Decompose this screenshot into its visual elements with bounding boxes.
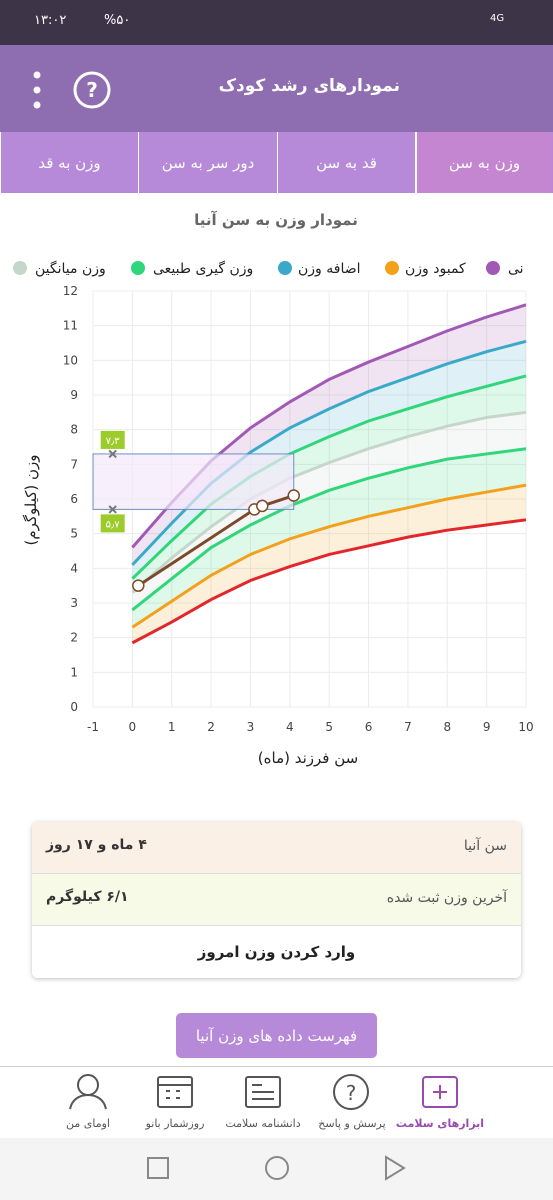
x-axis-label: سن فرزند (ماه) bbox=[258, 749, 358, 767]
battery: %۵۰ bbox=[104, 13, 131, 28]
system-nav bbox=[0, 1138, 553, 1200]
legend-swatch bbox=[486, 261, 500, 275]
recent-button[interactable] bbox=[147, 1157, 169, 1179]
range-label: ۷٫۳ bbox=[106, 436, 121, 447]
x-tick-label: 0 bbox=[129, 720, 137, 734]
child-point bbox=[132, 579, 145, 592]
tab[interactable]: قد به سن bbox=[277, 132, 415, 193]
info-row: سن آنیا ۴ ماه و ۱۷ روز bbox=[32, 822, 521, 874]
y-tick-label: 6 bbox=[70, 492, 78, 506]
nav-item[interactable]: روزشمار بانو bbox=[145, 1117, 205, 1130]
x-tick-label: 2 bbox=[207, 720, 215, 734]
chart: نمودار وزن به سن آنیا سن فرزند (ماه) وزن… bbox=[13, 211, 534, 767]
band bbox=[132, 412, 526, 610]
line-series bbox=[131, 410, 527, 594]
line-series bbox=[131, 447, 527, 612]
band bbox=[132, 341, 526, 579]
y-axis-label: وزن (کیلوگرم) bbox=[22, 454, 40, 545]
tab[interactable]: وزن به سن bbox=[415, 132, 552, 193]
legend-swatch bbox=[385, 261, 399, 275]
legend-label: وزن میانگین bbox=[35, 260, 106, 277]
app-bar: نمودارهای رشد کودک ? bbox=[0, 45, 553, 132]
y-tick-label: 0 bbox=[70, 700, 78, 714]
y-tick-label: 3 bbox=[70, 596, 78, 610]
app-actions[interactable]: ? bbox=[20, 65, 130, 115]
line-series bbox=[131, 518, 527, 645]
legend-swatch bbox=[278, 261, 292, 275]
x-tick-label: 4 bbox=[286, 720, 294, 734]
back-button[interactable] bbox=[385, 1155, 406, 1181]
tab-bar: وزن به سن قد به سن دور سر به سن وزن به ق… bbox=[0, 132, 553, 193]
y-tick-label: 11 bbox=[63, 319, 78, 333]
info-value: ۴ ماه و ۱۷ روز bbox=[46, 837, 147, 853]
legend-label: کمبود وزن bbox=[405, 261, 466, 277]
line-series bbox=[131, 483, 527, 629]
y-tick-label: 4 bbox=[70, 561, 78, 575]
y-tick-label: 1 bbox=[70, 665, 78, 679]
y-tick-label: 2 bbox=[70, 631, 78, 645]
network: 4G bbox=[490, 13, 505, 24]
legend-label: نی bbox=[508, 261, 524, 277]
nav-item[interactable]: دانشنامه سلامت bbox=[225, 1117, 301, 1130]
y-tick-label: 8 bbox=[70, 423, 78, 437]
bottom-nav: ? ابزارهای سلامت پرسش و پاسخ دانشنامه سل… bbox=[0, 1066, 553, 1139]
x-tick-label: 3 bbox=[247, 720, 255, 734]
info-row: آخرین وزن ثبت شده ۶/۱ کیلوگرم bbox=[32, 874, 521, 926]
child-point bbox=[256, 499, 269, 513]
line-series bbox=[131, 374, 527, 580]
tab[interactable]: دور سر به سن bbox=[138, 132, 277, 193]
x-tick-label: 7 bbox=[404, 720, 412, 734]
y-tick-label: 9 bbox=[70, 388, 78, 402]
band bbox=[132, 448, 526, 628]
info-label: آخرین وزن ثبت شده bbox=[386, 890, 507, 906]
svg-text:?: ? bbox=[346, 1081, 357, 1105]
y-tick-label: 7 bbox=[70, 457, 78, 471]
info-label: سن آنیا bbox=[463, 838, 507, 854]
action-button[interactable]: وارد کردن وزن امروز bbox=[32, 926, 521, 978]
app-title: نمودارهای رشد کودک bbox=[218, 76, 400, 96]
svg-text:?: ? bbox=[86, 78, 98, 102]
x-tick-label: 5 bbox=[325, 720, 333, 734]
list-button[interactable]: فهرست داده های وزن آنیا bbox=[176, 1013, 377, 1058]
range-marker bbox=[108, 449, 117, 459]
legend-swatch bbox=[13, 261, 27, 275]
x-tick-label: 10 bbox=[518, 720, 533, 734]
y-tick-label: 12 bbox=[63, 284, 78, 298]
x-tick-label: 8 bbox=[443, 720, 451, 734]
home-button[interactable] bbox=[265, 1156, 289, 1180]
info-card: سن آنیا ۴ ماه و ۱۷ روز آخرین وزن ثبت شده… bbox=[32, 822, 521, 978]
time: ۱۳:۰۲ bbox=[34, 13, 67, 28]
nav-icons: ? bbox=[69, 1074, 458, 1110]
legend-label: اضافه وزن bbox=[298, 261, 361, 277]
chart-title: نمودار وزن به سن آنیا bbox=[194, 211, 358, 229]
child-point bbox=[287, 489, 301, 502]
range-marker bbox=[108, 505, 117, 514]
x-tick-label: 6 bbox=[365, 720, 373, 734]
band bbox=[132, 485, 526, 643]
legend-swatch bbox=[131, 261, 145, 275]
x-tick-label: -1 bbox=[87, 720, 99, 734]
tab[interactable]: وزن به قد bbox=[0, 132, 138, 193]
range-label-box bbox=[100, 430, 125, 449]
legend-label: وزن گیری طبیعی bbox=[153, 260, 253, 277]
y-tick-label: 10 bbox=[63, 353, 78, 367]
range-label: ۵٫۷ bbox=[106, 519, 121, 530]
nav-item[interactable]: پرسش و پاسخ bbox=[318, 1117, 386, 1130]
x-tick-label: 9 bbox=[483, 720, 491, 734]
info-value: ۶/۱ کیلوگرم bbox=[46, 889, 129, 905]
y-tick-label: 5 bbox=[70, 527, 78, 541]
status-bar: ۱۳:۰۲ %۵۰ 4G bbox=[0, 0, 553, 45]
nav-item[interactable]: ابزارهای سلامت bbox=[395, 1117, 485, 1130]
range-label-box bbox=[100, 514, 125, 533]
nav-item[interactable]: اومای من bbox=[66, 1117, 110, 1130]
x-tick-label: 1 bbox=[168, 720, 176, 734]
